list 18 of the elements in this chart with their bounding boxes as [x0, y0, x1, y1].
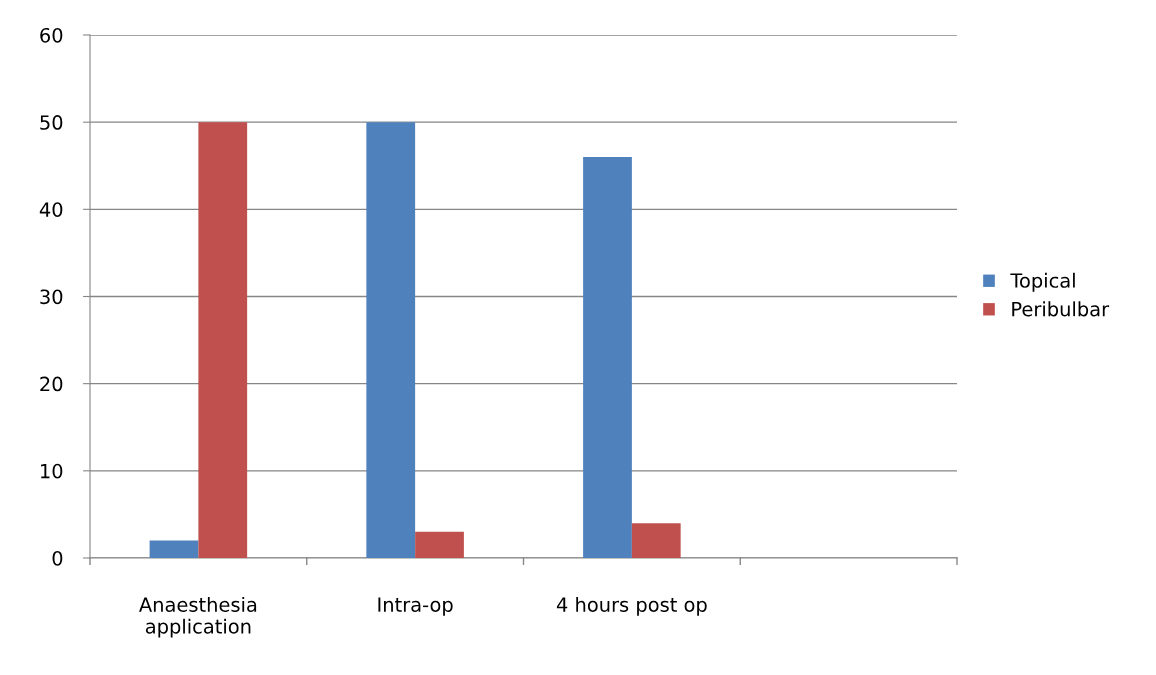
- legend-label: Peribulbar: [1012, 301, 1110, 317]
- bar: [149, 540, 199, 558]
- bar: [366, 122, 416, 558]
- x-tick-label: Intra-op: [378, 597, 453, 616]
- bar: [583, 157, 632, 558]
- y-tick-label: 30: [40, 289, 63, 305]
- bar: [631, 523, 681, 558]
- legend-label: Topical: [1010, 272, 1075, 292]
- y-tick-label: 0: [52, 550, 63, 566]
- y-tick-label: 60: [40, 27, 63, 43]
- y-tick-label: 20: [40, 376, 63, 392]
- bar: [415, 531, 464, 558]
- x-tick-label: Anaesthesia application: [139, 596, 257, 638]
- bar: [198, 122, 248, 558]
- x-tick-label: 4 hours post op: [556, 596, 707, 616]
- y-tick-label: 10: [41, 463, 63, 479]
- y-tick-label: 40: [39, 202, 63, 217]
- y-tick-label: 50: [40, 115, 63, 130]
